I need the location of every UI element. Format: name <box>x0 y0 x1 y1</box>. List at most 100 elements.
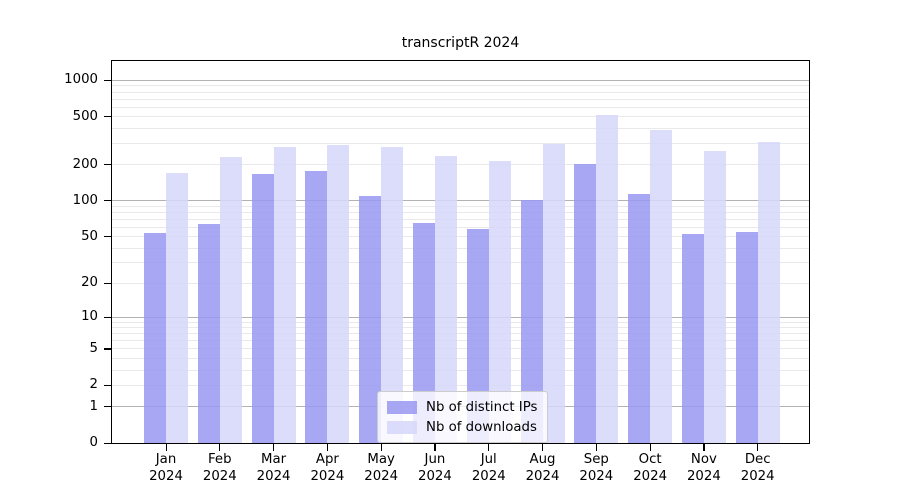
x-tick-jan <box>165 444 167 451</box>
bar-downloads-jun <box>434 156 457 443</box>
bar-ips-aug <box>520 199 543 443</box>
gridline-4 <box>112 358 809 360</box>
y-tick-100 <box>104 200 111 202</box>
gridline-900 <box>112 85 809 87</box>
legend-label-downloads: Nb of downloads <box>426 419 537 435</box>
gridline-90 <box>112 205 809 207</box>
gridline-1000 <box>112 79 809 81</box>
bar-ips-jan <box>144 232 166 443</box>
x-tick-sep <box>595 444 597 451</box>
gridline-7 <box>112 333 809 335</box>
x-tick-label-may: May 2024 <box>364 452 399 484</box>
bar-ips-dec <box>735 231 758 443</box>
bar-downloads-apr <box>327 145 350 443</box>
bar-downloads-nov <box>703 150 726 443</box>
y-tick-1000 <box>104 79 111 82</box>
bar-downloads-jan <box>166 172 188 443</box>
y-tick-0 <box>104 442 111 444</box>
gridline-600 <box>112 106 809 108</box>
x-tick-label-dec: Dec 2024 <box>740 452 775 484</box>
gridline-9 <box>112 321 809 323</box>
gridline-30 <box>112 262 809 264</box>
y-tick-label-5: 5 <box>89 340 98 356</box>
y-tick-label-1: 1 <box>89 398 98 414</box>
gridline-500 <box>112 116 809 118</box>
x-tick-jun <box>434 444 436 451</box>
y-tick-5 <box>104 348 111 350</box>
bar-ips-nov <box>681 233 704 443</box>
x-tick-label-sep: Sep 2024 <box>579 452 614 484</box>
y-tick-label-0: 0 <box>89 435 98 450</box>
gridline-10 <box>112 316 809 318</box>
gridline-20 <box>112 282 809 284</box>
x-tick-apr <box>326 444 329 451</box>
bar-downloads-jul <box>488 161 511 443</box>
gridline-200 <box>112 164 809 166</box>
gridline-700 <box>112 98 809 100</box>
chart-title: transcriptR 2024 <box>401 35 520 51</box>
bar-ips-feb <box>197 223 220 443</box>
bar-downloads-mar <box>273 146 296 443</box>
x-tick-nov <box>703 444 705 451</box>
y-tick-label-1000: 1000 <box>64 72 98 88</box>
bar-downloads-aug <box>542 144 565 443</box>
bar-ips-jul <box>466 229 489 443</box>
x-tick-label-jan: Jan 2024 <box>149 452 183 484</box>
gridline-2 <box>112 384 809 386</box>
x-tick-label-nov: Nov 2024 <box>686 452 721 484</box>
gridline-70 <box>112 218 809 220</box>
y-tick-20 <box>104 282 111 284</box>
bar-ips-jun <box>412 223 435 443</box>
gridline-3 <box>112 369 809 371</box>
y-tick-label-500: 500 <box>72 108 98 124</box>
x-tick-dec <box>757 444 759 451</box>
bar-downloads-feb <box>219 156 242 443</box>
gridline-300 <box>112 142 809 144</box>
legend-item-distinct-ips: Nb of distinct IPs <box>387 397 537 417</box>
gridline-60 <box>112 226 809 228</box>
bar-ips-mar <box>251 174 274 443</box>
x-tick-label-jul: Jul 2024 <box>471 452 506 484</box>
x-tick-jul <box>488 444 490 451</box>
legend: Nb of distinct IPs Nb of downloads <box>377 391 549 443</box>
x-tick-label-mar: Mar 2024 <box>256 452 291 484</box>
x-tick-label-apr: Apr 2024 <box>310 452 345 484</box>
gridline-100 <box>112 200 809 202</box>
bar-ips-may <box>359 195 382 443</box>
x-tick-label-jun: Jun 2024 <box>418 452 452 484</box>
bar-downloads-oct <box>650 130 673 443</box>
x-tick-oct <box>649 444 651 451</box>
gridline-50 <box>112 236 809 238</box>
x-tick-label-aug: Aug 2024 <box>525 452 560 484</box>
bar-ips-apr <box>305 170 328 443</box>
y-tick-200 <box>104 164 111 166</box>
y-tick-label-2: 2 <box>89 377 98 393</box>
gridlines-layer <box>112 61 809 443</box>
x-tick-mar <box>273 444 275 451</box>
y-tick-1 <box>104 406 111 408</box>
y-tick-10 <box>104 316 111 318</box>
legend-swatch-downloads-icon <box>387 420 417 434</box>
gridline-40 <box>112 247 809 249</box>
y-tick-label-50: 50 <box>81 228 98 244</box>
y-tick-label-10: 10 <box>81 309 98 325</box>
y-tick-label-200: 200 <box>72 156 98 172</box>
y-tick-50 <box>104 236 111 238</box>
gridline-80 <box>112 211 809 213</box>
bar-ips-sep <box>574 164 597 443</box>
gridline-8 <box>112 327 809 329</box>
gridline-800 <box>112 91 809 93</box>
plot-area: Nb of distinct IPs Nb of downloads <box>111 60 810 444</box>
gridline-400 <box>112 127 809 129</box>
x-tick-feb <box>219 444 221 451</box>
y-tick-500 <box>104 116 111 118</box>
legend-label-distinct-ips: Nb of distinct IPs <box>426 399 538 415</box>
y-tick-2 <box>104 384 111 387</box>
bar-downloads-dec <box>757 142 780 443</box>
gridline-5 <box>112 348 809 350</box>
y-tick-label-100: 100 <box>72 192 98 208</box>
legend-swatch-ips-icon <box>387 400 417 414</box>
legend-item-downloads: Nb of downloads <box>387 417 537 437</box>
bar-downloads-may <box>381 147 404 443</box>
